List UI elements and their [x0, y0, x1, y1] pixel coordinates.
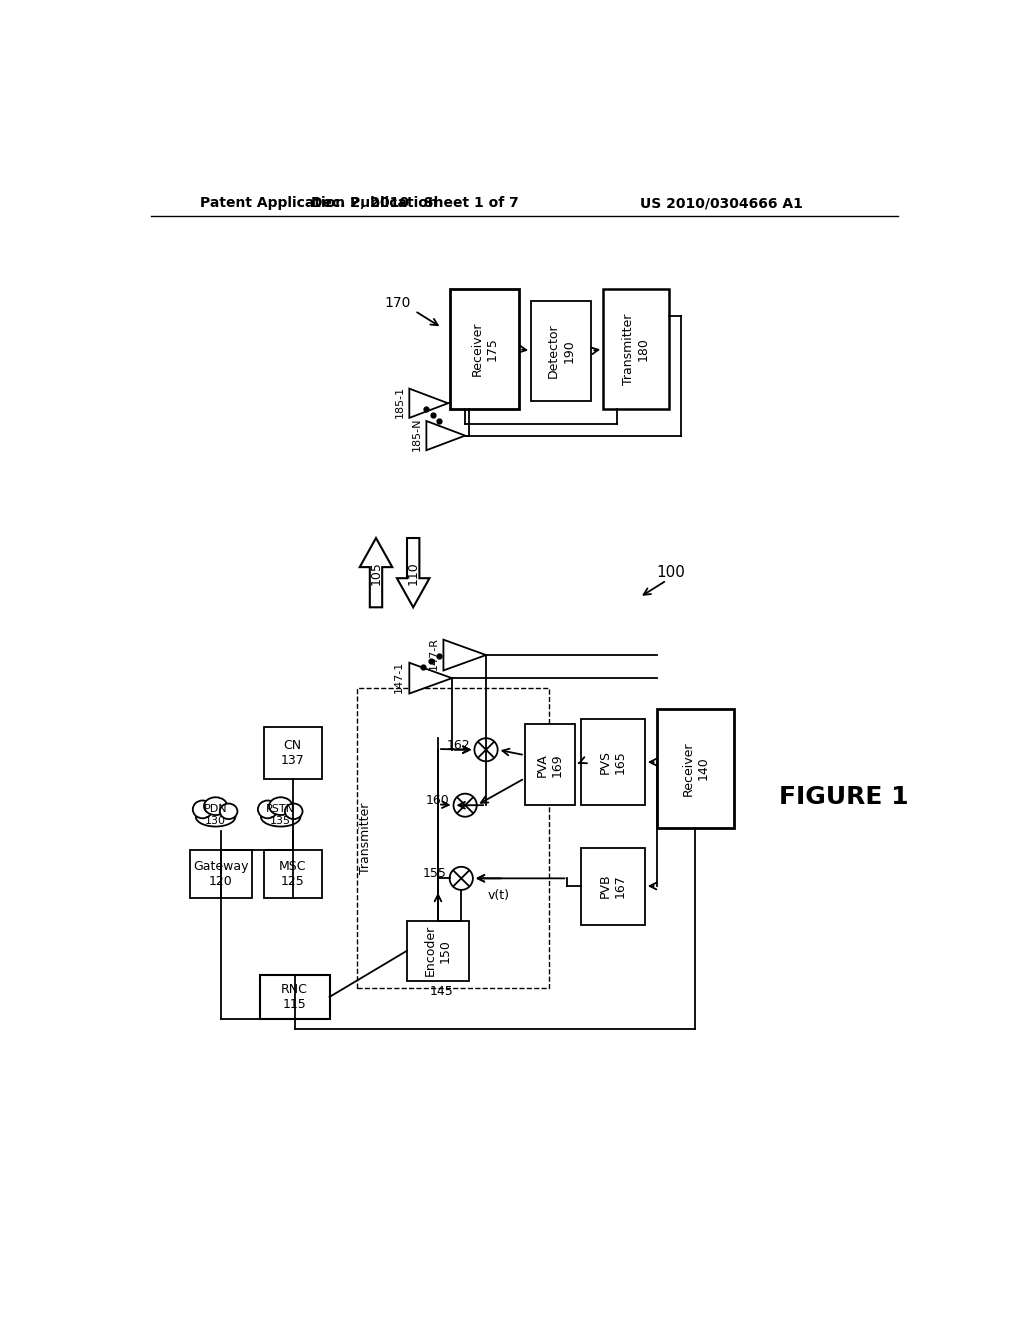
Text: FIGURE 1: FIGURE 1: [779, 785, 908, 809]
Ellipse shape: [220, 804, 238, 820]
Ellipse shape: [261, 807, 300, 826]
Text: 145: 145: [430, 985, 454, 998]
Bar: [356, 688, 549, 989]
Text: v(t): v(t): [487, 888, 510, 902]
Bar: [603, 289, 669, 409]
Text: US 2010/0304666 A1: US 2010/0304666 A1: [640, 197, 803, 210]
Text: 147-R: 147-R: [428, 638, 438, 671]
Bar: [190, 850, 252, 898]
Text: PVA
169: PVA 169: [536, 752, 564, 776]
Ellipse shape: [269, 797, 292, 814]
Text: 162: 162: [447, 739, 471, 751]
Bar: [450, 289, 519, 409]
Text: 155: 155: [422, 867, 446, 880]
Polygon shape: [397, 539, 429, 607]
Bar: [263, 850, 322, 898]
Bar: [582, 847, 645, 924]
Text: Encoder
150: Encoder 150: [424, 925, 452, 977]
Polygon shape: [410, 388, 449, 418]
Ellipse shape: [196, 807, 236, 826]
Text: Detector
190: Detector 190: [547, 323, 575, 379]
Bar: [263, 726, 322, 779]
Text: RNC
115: RNC 115: [282, 983, 308, 1011]
Text: Receiver
175: Receiver 175: [470, 322, 499, 376]
Bar: [260, 974, 330, 1019]
Text: Patent Application Publication: Patent Application Publication: [200, 197, 438, 210]
Ellipse shape: [285, 804, 302, 820]
Bar: [531, 301, 592, 401]
Text: 170: 170: [385, 296, 411, 310]
Ellipse shape: [204, 797, 227, 814]
Text: 185-1: 185-1: [395, 385, 406, 418]
Text: PVS
165: PVS 165: [599, 750, 627, 774]
Text: PVB
167: PVB 167: [599, 874, 627, 899]
Ellipse shape: [193, 800, 212, 818]
Text: 147-1: 147-1: [394, 660, 404, 693]
Circle shape: [454, 793, 477, 817]
Text: CN
137: CN 137: [281, 739, 304, 767]
Text: 100: 100: [656, 565, 685, 581]
Text: Receiver
140: Receiver 140: [681, 742, 710, 796]
Polygon shape: [410, 663, 452, 693]
Text: 160: 160: [426, 795, 450, 807]
Polygon shape: [426, 421, 465, 450]
Circle shape: [474, 738, 498, 762]
Bar: [656, 709, 734, 829]
Bar: [582, 719, 645, 805]
Text: Dec. 2, 2010   Sheet 1 of 7: Dec. 2, 2010 Sheet 1 of 7: [311, 197, 518, 210]
Polygon shape: [359, 539, 392, 607]
Text: 110: 110: [407, 561, 420, 585]
Polygon shape: [443, 640, 486, 671]
Text: MSC
125: MSC 125: [279, 859, 306, 888]
Bar: [524, 725, 575, 805]
Text: Transmitter: Transmitter: [359, 803, 373, 874]
Ellipse shape: [258, 800, 278, 818]
Text: Gateway
120: Gateway 120: [194, 859, 249, 888]
Text: PSTN
135: PSTN 135: [266, 804, 295, 826]
Text: 105: 105: [370, 561, 383, 585]
Circle shape: [450, 867, 473, 890]
Text: 185-N: 185-N: [412, 417, 422, 451]
Text: PDN
130: PDN 130: [204, 804, 227, 826]
Bar: [407, 921, 469, 981]
Text: Transmitter
180: Transmitter 180: [622, 313, 650, 384]
